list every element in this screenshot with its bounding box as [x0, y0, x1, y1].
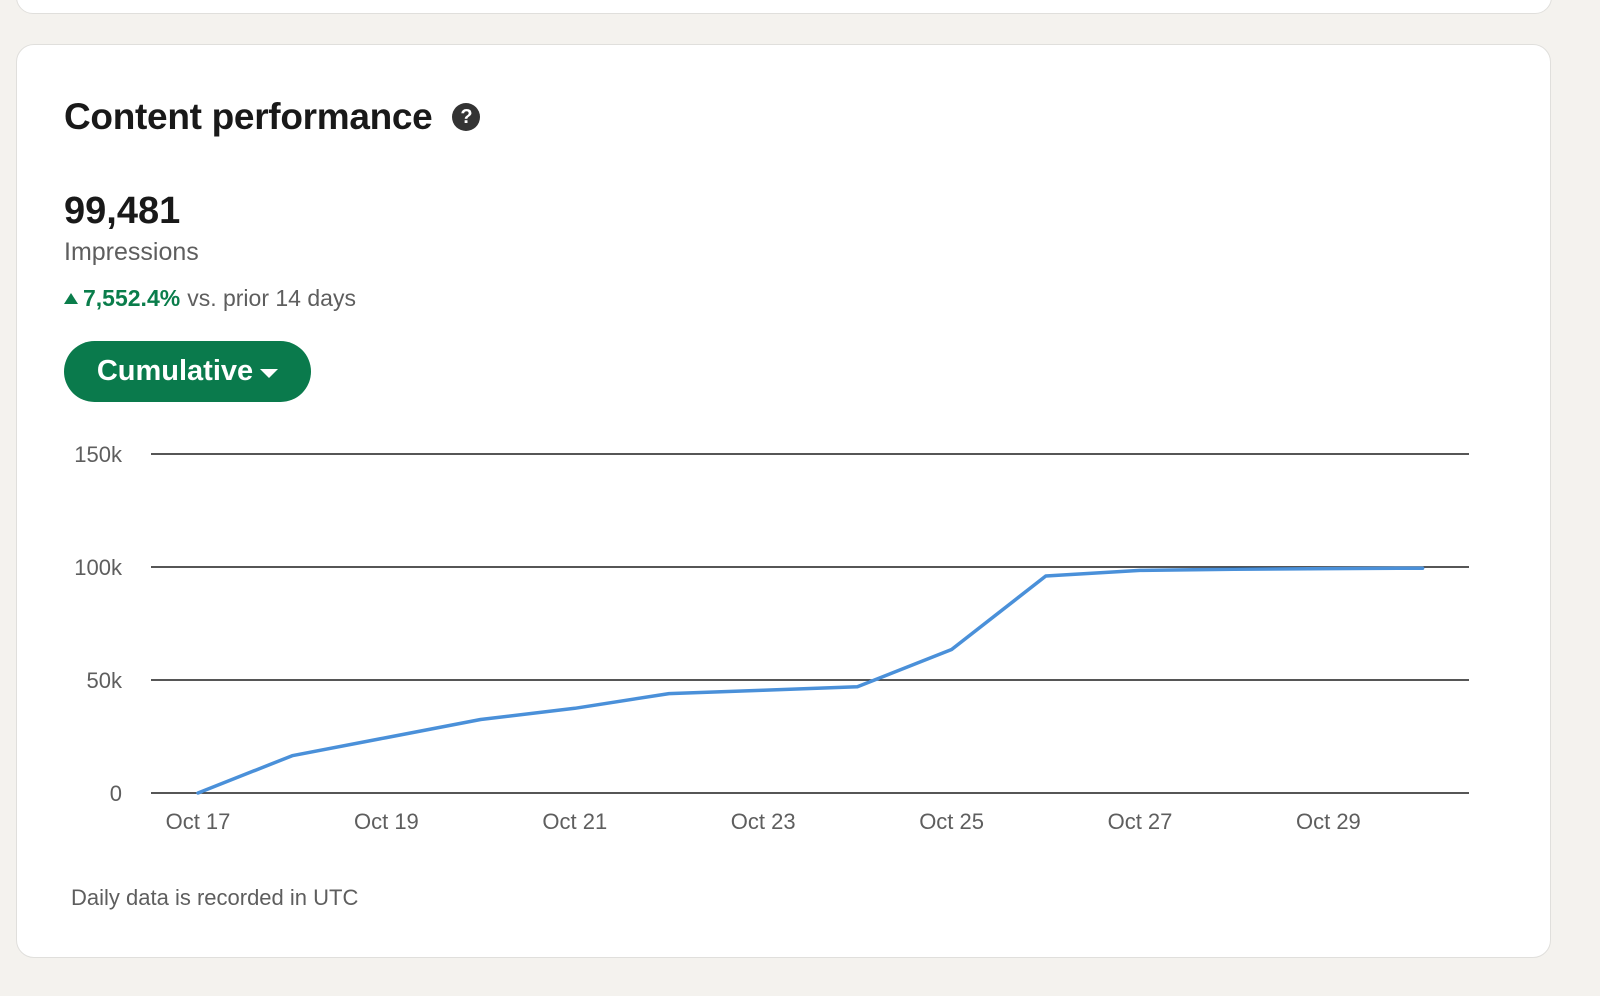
x-tick-label: Oct 21 [542, 809, 607, 834]
card-header: Content performance ? [64, 95, 481, 139]
data-point [1233, 568, 1236, 571]
data-point [479, 718, 482, 721]
data-point [291, 754, 294, 757]
x-tick-label: Oct 27 [1108, 809, 1173, 834]
data-point [856, 685, 859, 688]
data-point [762, 688, 765, 692]
cumulative-button-label: Cumulative [96, 355, 254, 387]
x-tick-label: Oct 23 [731, 809, 796, 834]
data-point [385, 736, 388, 739]
caret-down-icon [260, 368, 279, 378]
content-performance-card: Content performance ? 99,481 Impressions… [16, 44, 1551, 958]
data-point [1044, 574, 1048, 578]
cumulative-dropdown-button[interactable]: Cumulative [64, 341, 311, 402]
change-comparison-label: vs. prior 14 days [187, 285, 356, 311]
impressions-series-line [196, 566, 1425, 795]
data-point [1138, 569, 1142, 572]
data-point [667, 692, 671, 695]
data-point [1327, 567, 1330, 570]
x-tick-label: Oct 17 [166, 809, 231, 834]
impressions-label: Impressions [64, 238, 199, 266]
y-axis-ticks: 0 50k 100k 150k [74, 442, 123, 806]
previous-card-edge [16, 0, 1552, 14]
x-tick-label: Oct 19 [354, 809, 419, 834]
triangle-up-icon [64, 293, 78, 304]
card-title: Content performance [64, 96, 433, 137]
y-tick-label: 100k [74, 555, 123, 580]
data-point [950, 648, 953, 651]
x-tick-label: Oct 29 [1296, 809, 1361, 834]
chart-grid [151, 453, 1469, 794]
x-axis-ticks: Oct 17 Oct 19 Oct 21 Oct 23 Oct 25 Oct 27 Oct … [166, 809, 1361, 834]
data-point [196, 791, 200, 795]
impressions-value: 99,481 [64, 190, 181, 232]
y-tick-label: 0 [110, 781, 122, 806]
data-point [1421, 566, 1424, 570]
help-icon[interactable]: ? [452, 103, 481, 131]
utc-footnote: Daily data is recorded in UTC [71, 885, 359, 910]
x-tick-label: Oct 25 [919, 809, 984, 834]
change-percent: 7,552.4% [83, 285, 181, 311]
chart-series [196, 566, 1425, 795]
change-indicator: 7,552.4% vs. prior 14 days [64, 285, 356, 312]
data-point [573, 707, 576, 710]
y-tick-label: 50k [87, 668, 123, 693]
y-tick-label: 150k [74, 442, 123, 467]
